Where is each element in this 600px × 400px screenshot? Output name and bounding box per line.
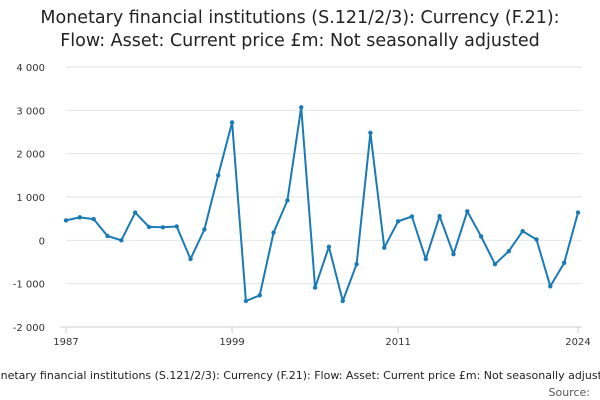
data-point (132, 210, 138, 215)
data-point (478, 234, 484, 239)
y-tick-label: -2 000 (13, 323, 45, 334)
y-axis-ticks: 4 000 3 000 2 000 1 000 0 -1 000 -2 000 (13, 63, 45, 334)
data-point (63, 218, 69, 223)
series-line (65, 106, 579, 302)
data-point (368, 130, 373, 136)
source-label: Source: (549, 386, 591, 399)
data-point (77, 215, 83, 220)
data-point (548, 284, 553, 289)
series-group (63, 105, 581, 304)
data-point (437, 213, 442, 219)
data-point (354, 261, 359, 267)
data-point (271, 230, 276, 235)
legend-entry-label: Monetary financial institutions (S.121/2… (0, 369, 600, 382)
data-point (451, 252, 456, 257)
data-point (395, 219, 401, 224)
data-point (188, 256, 193, 262)
chart-title-line-1: Monetary financial institutions (S.121/2… (40, 8, 559, 28)
data-point (202, 227, 207, 232)
gridlines (66, 66, 582, 328)
data-point (575, 210, 581, 215)
data-point (229, 120, 235, 125)
y-tick-label: 0 (39, 236, 45, 247)
data-point (285, 198, 290, 203)
data-point (492, 261, 498, 267)
data-point (520, 229, 525, 234)
data-point (243, 298, 249, 304)
data-point (382, 245, 387, 250)
y-tick-label: -1 000 (13, 280, 45, 291)
x-axis-ticks: 1987 1999 2011 2024 (53, 327, 591, 348)
x-tick-label: 2024 (565, 337, 590, 348)
data-point (465, 209, 470, 214)
data-point (423, 256, 428, 262)
data-point (119, 238, 124, 243)
data-point (409, 214, 415, 219)
chart-title-line-2: Flow: Asset: Current price £m: Not seaso… (60, 31, 540, 51)
data-point (105, 233, 110, 239)
data-point (257, 293, 262, 298)
y-tick-label: 1 000 (16, 193, 45, 204)
data-point (299, 105, 304, 110)
y-tick-label: 3 000 (16, 106, 45, 117)
y-tick-label: 2 000 (16, 150, 45, 161)
data-point (91, 216, 96, 222)
y-tick-label: 4 000 (16, 63, 45, 74)
data-point (561, 260, 567, 266)
data-point (216, 173, 221, 178)
x-tick-label: 2011 (385, 337, 410, 348)
data-point (534, 237, 539, 242)
data-point (340, 298, 345, 304)
x-tick-label: 1999 (219, 337, 244, 348)
data-point (506, 248, 512, 254)
data-point (160, 225, 166, 230)
data-point (146, 224, 152, 230)
x-tick-label: 1987 (53, 337, 78, 348)
data-point (174, 224, 179, 229)
data-point (312, 285, 318, 290)
data-point (326, 244, 332, 250)
